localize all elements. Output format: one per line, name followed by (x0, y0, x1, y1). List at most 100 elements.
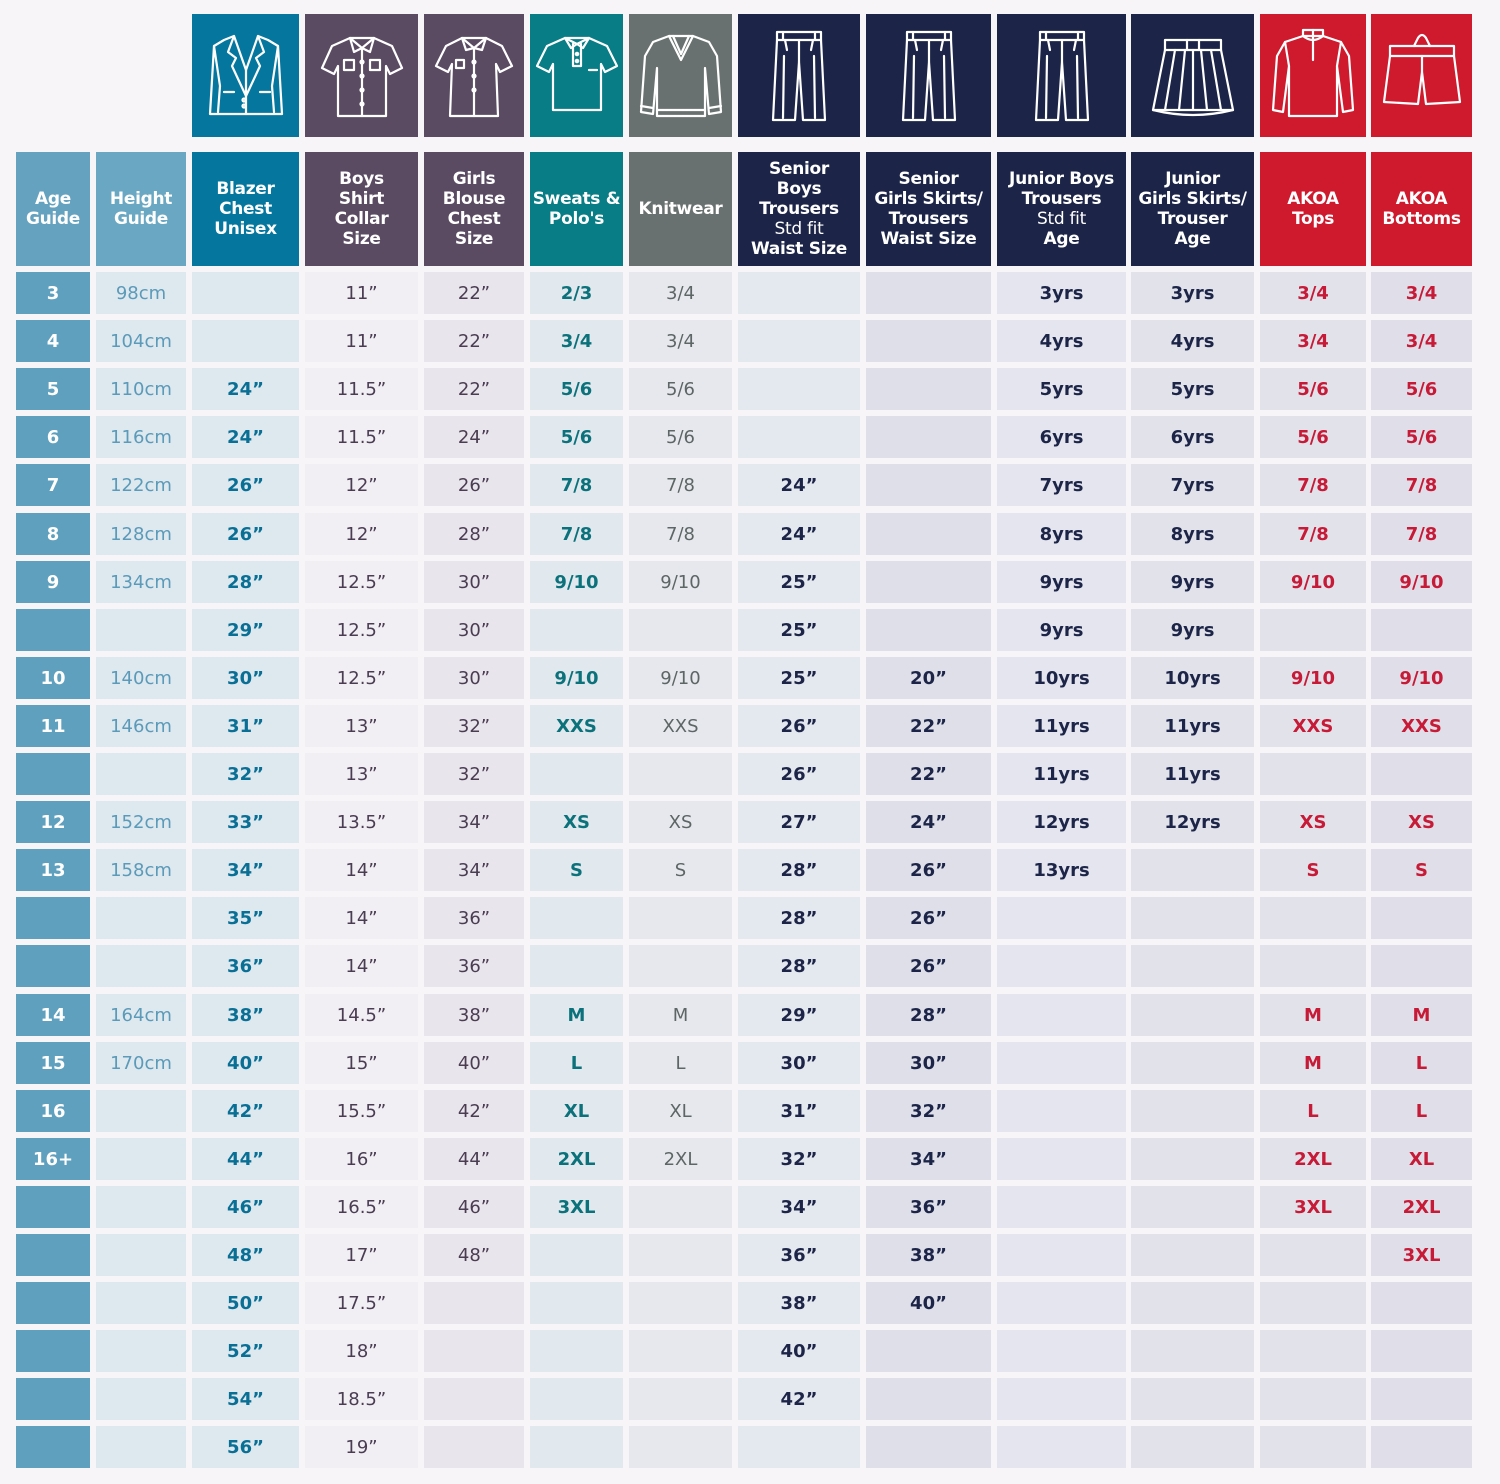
table-cell-height (96, 1330, 186, 1372)
table-cell-boys-shirt: 12.5” (305, 657, 418, 699)
table-cell-girls-blouse: 22” (424, 320, 524, 362)
table-cell-akoa-tops (1260, 609, 1366, 651)
table-cell-girls-blouse (424, 1426, 524, 1468)
table-cell-boys-shirt: 14” (305, 849, 418, 891)
table-cell-height (96, 897, 186, 939)
table-cell-boys-shirt: 12.5” (305, 561, 418, 603)
table-cell-sweats (530, 609, 623, 651)
table-cell-boys-shirt: 16” (305, 1138, 418, 1180)
table-cell-akoa-tops: XS (1260, 801, 1366, 843)
table-cell-girls-blouse: 36” (424, 945, 524, 987)
table-cell-height: 110cm (96, 368, 186, 410)
table-cell-akoa-tops: M (1260, 1042, 1366, 1084)
table-cell-junior-boys (997, 1282, 1126, 1324)
skirt-icon (1151, 38, 1234, 116)
table-cell-senior-girls (866, 368, 991, 410)
table-cell-junior-boys (997, 1234, 1126, 1276)
table-cell-junior-girls: 3yrs (1131, 272, 1254, 314)
table-cell-akoa-tops (1260, 1282, 1366, 1324)
table-cell-height (96, 753, 186, 795)
table-cell-girls-blouse (424, 1378, 524, 1420)
table-cell-akoa-tops: 3/4 (1260, 272, 1366, 314)
table-cell-junior-girls (1131, 1234, 1254, 1276)
table-cell-age (16, 945, 90, 987)
table-cell-akoa-tops: XXS (1260, 705, 1366, 747)
table-cell-girls-blouse: 30” (424, 657, 524, 699)
table-cell-junior-boys (997, 897, 1126, 939)
table-cell-junior-boys: 4yrs (997, 320, 1126, 362)
table-cell-akoa-bottoms: 5/6 (1371, 416, 1472, 458)
table-cell-knitwear: 5/6 (629, 368, 732, 410)
table-cell-junior-boys (997, 1378, 1126, 1420)
table-cell-senior-boys: 26” (738, 705, 860, 747)
table-cell-junior-boys: 8yrs (997, 513, 1126, 555)
table-cell-knitwear: XXS (629, 705, 732, 747)
header-line: Boys (776, 179, 822, 199)
table-cell-akoa-bottoms (1371, 1378, 1472, 1420)
table-cell-junior-girls (1131, 1426, 1254, 1468)
table-cell-senior-girls (866, 1426, 991, 1468)
table-cell-senior-girls (866, 1330, 991, 1372)
header-line: Blouse (442, 189, 506, 209)
table-cell-junior-girls: 11yrs (1131, 705, 1254, 747)
table-cell-junior-girls: 5yrs (1131, 368, 1254, 410)
table-cell-sweats: 5/6 (530, 368, 623, 410)
header-line: Tops (1291, 209, 1335, 229)
table-cell-sweats: XS (530, 801, 623, 843)
table-cell-junior-boys (997, 945, 1126, 987)
table-cell-age (16, 1330, 90, 1372)
table-cell-senior-boys (738, 320, 860, 362)
table-cell-junior-girls (1131, 1282, 1254, 1324)
header-line: Girls (452, 169, 496, 189)
table-cell-junior-boys (997, 1042, 1126, 1084)
table-cell-senior-girls: 26” (866, 897, 991, 939)
table-cell-knitwear: 3/4 (629, 320, 732, 362)
table-cell-sweats: 3/4 (530, 320, 623, 362)
table-cell-junior-girls: 8yrs (1131, 513, 1254, 555)
table-cell-akoa-bottoms: XXS (1371, 705, 1472, 747)
table-cell-height (96, 1090, 186, 1132)
table-cell-age: 10 (16, 657, 90, 699)
table-cell-sweats (530, 1378, 623, 1420)
header-line: Trousers (888, 209, 969, 229)
table-cell-sweats: 2/3 (530, 272, 623, 314)
table-cell-girls-blouse: 30” (424, 561, 524, 603)
table-cell-blazer: 46” (192, 1186, 299, 1228)
column-header-height: Height Guide (96, 152, 186, 266)
table-cell-akoa-bottoms (1371, 945, 1472, 987)
column-header-senior-girls: Senior Girls Skirts/Trousers Waist Size (866, 152, 991, 266)
table-cell-akoa-tops (1260, 897, 1366, 939)
table-cell-sweats: XL (530, 1090, 623, 1132)
table-cell-boys-shirt: 12” (305, 513, 418, 555)
header-line: Senior (898, 169, 959, 189)
header-line: Collar (334, 209, 389, 229)
table-cell-junior-girls (1131, 945, 1254, 987)
table-cell-age: 16+ (16, 1138, 90, 1180)
table-cell-knitwear: 9/10 (629, 657, 732, 699)
table-cell-blazer: 52” (192, 1330, 299, 1372)
header-line: Waist Size (750, 239, 848, 259)
jumper-icon (639, 34, 722, 117)
table-cell-senior-girls (866, 513, 991, 555)
trousers-icon (901, 30, 956, 121)
table-cell-akoa-bottoms: L (1371, 1042, 1472, 1084)
table-cell-junior-boys: 5yrs (997, 368, 1126, 410)
table-cell-girls-blouse: 30” (424, 609, 524, 651)
table-cell-blazer (192, 272, 299, 314)
table-cell-knitwear (629, 753, 732, 795)
blazer-icon (208, 34, 283, 115)
header-line: Size (342, 229, 381, 249)
header-line: Trousers (759, 199, 839, 219)
table-cell-height: 152cm (96, 801, 186, 843)
table-cell-blazer: 40” (192, 1042, 299, 1084)
table-cell-senior-boys: 26” (738, 753, 860, 795)
table-cell-sweats (530, 1234, 623, 1276)
table-cell-junior-girls (1131, 1138, 1254, 1180)
header-line: Bottoms (1382, 209, 1461, 229)
table-cell-senior-boys (738, 272, 860, 314)
table-cell-sweats (530, 945, 623, 987)
table-cell-height (96, 1186, 186, 1228)
table-cell-blazer: 30” (192, 657, 299, 699)
table-cell-senior-girls: 28” (866, 994, 991, 1036)
table-cell-height (96, 1426, 186, 1468)
